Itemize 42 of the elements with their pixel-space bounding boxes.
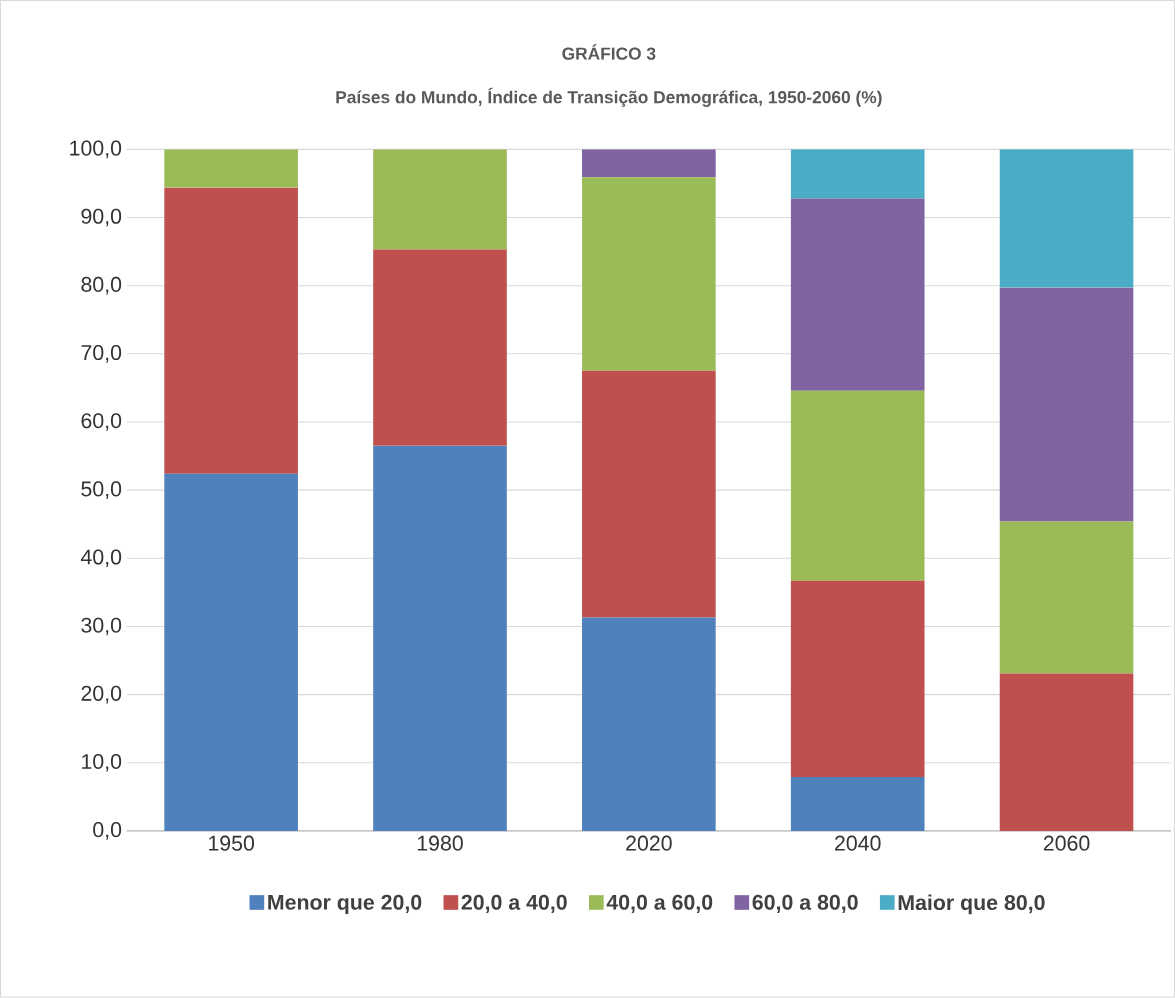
x-tick-label: 1980 [417,835,463,851]
chart-subtitle: Países do Mundo, Índice de Transição Demográfica, 1950-2060 (%) [336,88,882,108]
x-tick-label: 2020 [626,835,672,851]
y-tick-label: 90,0 [81,208,122,227]
x-tick-label: 2060 [1043,835,1090,851]
legend-label: 40,0 a 60,0 [606,894,713,914]
bar [582,617,716,832]
bar [582,177,716,372]
y-tick-label: 20,0 [81,685,122,704]
legend-label: 60,0 a 80,0 [752,894,858,914]
bar [999,673,1134,832]
legend-label: 20,0 a 40,0 [461,894,567,914]
bar [164,187,298,474]
bar [790,580,925,778]
legend-label: Menor que 20,0 [268,894,422,915]
x-tick-label: 1950 [209,835,255,851]
bar [164,149,298,188]
y-tick-label: 30,0 [81,617,122,636]
y-tick-label: 80,0 [81,277,122,295]
bar [582,149,716,178]
bar [790,149,925,199]
y-tick-label: 0,0 [93,822,122,840]
y-tick-label: 50,0 [81,481,122,500]
bar [373,446,507,832]
bar [999,521,1134,674]
y-tick-label: 40,0 [80,549,122,568]
bar [790,777,925,832]
y-tick-label: 100,0 [70,140,122,159]
bar [164,473,298,832]
bar [790,198,925,391]
bar [999,149,1134,288]
x-tick-label: 2040 [835,835,881,851]
legend-label: Maior que 80,0 [898,894,1045,915]
bar [790,390,925,581]
y-tick-label: 10,0 [82,754,122,772]
chart-title: GRÁFICO 3 [562,44,656,60]
y-tick-label: 70,0 [81,345,122,363]
y-tick-label: 60,0 [81,413,122,431]
bar [582,371,716,618]
bar [373,149,507,250]
bar [999,287,1134,522]
bar [373,249,507,447]
